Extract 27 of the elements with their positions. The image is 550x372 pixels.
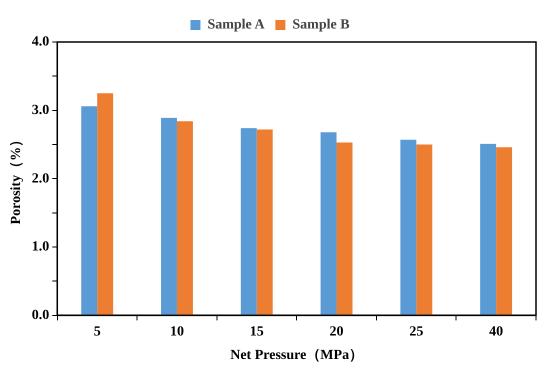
bar — [416, 144, 432, 315]
x-axis-title: Net Pressure（MPa） — [230, 348, 364, 364]
y-tick-label: 1.0 — [32, 240, 50, 255]
x-tick-label: 15 — [250, 324, 264, 340]
bar — [256, 129, 273, 315]
y-tick-label: 4.0 — [32, 34, 50, 50]
bar — [81, 106, 98, 315]
x-tick-label: 5 — [94, 324, 101, 340]
bar — [97, 93, 114, 315]
bar — [400, 140, 416, 315]
y-axis-title: Porosity（%） — [9, 132, 24, 224]
x-tick-label: 20 — [330, 324, 344, 340]
bar — [480, 144, 496, 315]
bar — [240, 128, 257, 315]
bar — [320, 132, 337, 315]
bar — [336, 142, 352, 315]
y-tick-label: 2.0 — [32, 171, 50, 186]
legend-label: Sample A — [207, 18, 266, 33]
bar — [161, 118, 177, 315]
y-tick-label: 0.0 — [32, 308, 50, 324]
x-tick-label: 25 — [409, 324, 424, 340]
y-tick-label: 3.0 — [32, 102, 50, 118]
x-tick-label: 40 — [489, 324, 504, 340]
bar — [176, 121, 193, 315]
x-tick-label: 10 — [170, 324, 184, 340]
bar — [496, 147, 512, 315]
legend-label: Sample B — [292, 18, 350, 33]
